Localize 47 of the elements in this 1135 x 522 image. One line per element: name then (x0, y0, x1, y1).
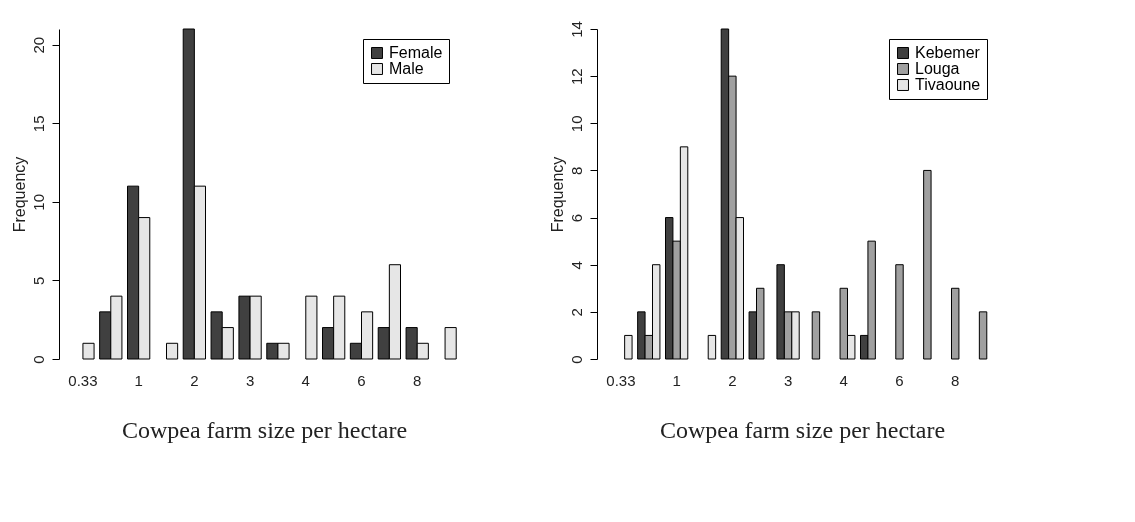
bar (82, 342, 95, 360)
x-tick-label: 6 (357, 371, 366, 389)
bar (305, 295, 318, 360)
x-tick-label: 2 (728, 371, 737, 389)
x-axis-title: Cowpea farm size per hectare (659, 416, 946, 443)
x-tick-label: 0.33 (68, 371, 98, 389)
y-axis-title: Frequency (548, 156, 566, 233)
x-tick-label: 8 (951, 371, 960, 389)
y-tick-label: 10 (29, 194, 47, 211)
y-tick-label: 14 (567, 21, 585, 38)
x-tick-label: 1 (134, 371, 143, 389)
legend-label: Louga (915, 60, 960, 77)
bar (923, 169, 932, 360)
x-tick-label: 3 (783, 371, 793, 389)
bar (624, 334, 633, 360)
y-tick-label: 10 (567, 115, 585, 133)
y-tick-label: 0 (29, 355, 47, 364)
x-tick-label: 4 (839, 371, 848, 389)
y-tick-label: 2 (567, 308, 585, 317)
y-tick-label: 20 (29, 36, 47, 54)
bar (895, 264, 904, 360)
x-tick-label: 2 (190, 371, 199, 389)
legend-label: Female (389, 44, 443, 61)
bar (707, 334, 717, 360)
y-tick-label: 6 (567, 213, 585, 223)
bar (978, 311, 988, 360)
bar (166, 342, 179, 360)
y-tick-label: 12 (567, 68, 585, 85)
x-tick-label: 1 (672, 371, 681, 389)
y-tick-label: 8 (567, 166, 585, 176)
x-tick-label: 8 (413, 371, 422, 389)
y-tick-label: 5 (29, 276, 47, 286)
bar (811, 311, 821, 360)
y-tick-label: 15 (29, 115, 47, 133)
bar (951, 287, 960, 360)
bar (444, 327, 457, 360)
x-tick-label: 0.33 (606, 371, 636, 389)
legend-label: Tivaoune (915, 76, 981, 93)
y-tick-label: 0 (567, 355, 585, 364)
y-axis-title: Frequency (10, 156, 28, 233)
x-tick-label: 3 (245, 371, 255, 389)
legend-label: Kebemer (915, 44, 981, 61)
x-tick-label: 4 (301, 371, 310, 389)
x-tick-label: 6 (895, 371, 904, 389)
y-tick-label: 4 (567, 261, 585, 270)
legend-label: Male (389, 60, 424, 77)
x-axis-title: Cowpea farm size per hectare (121, 416, 408, 443)
